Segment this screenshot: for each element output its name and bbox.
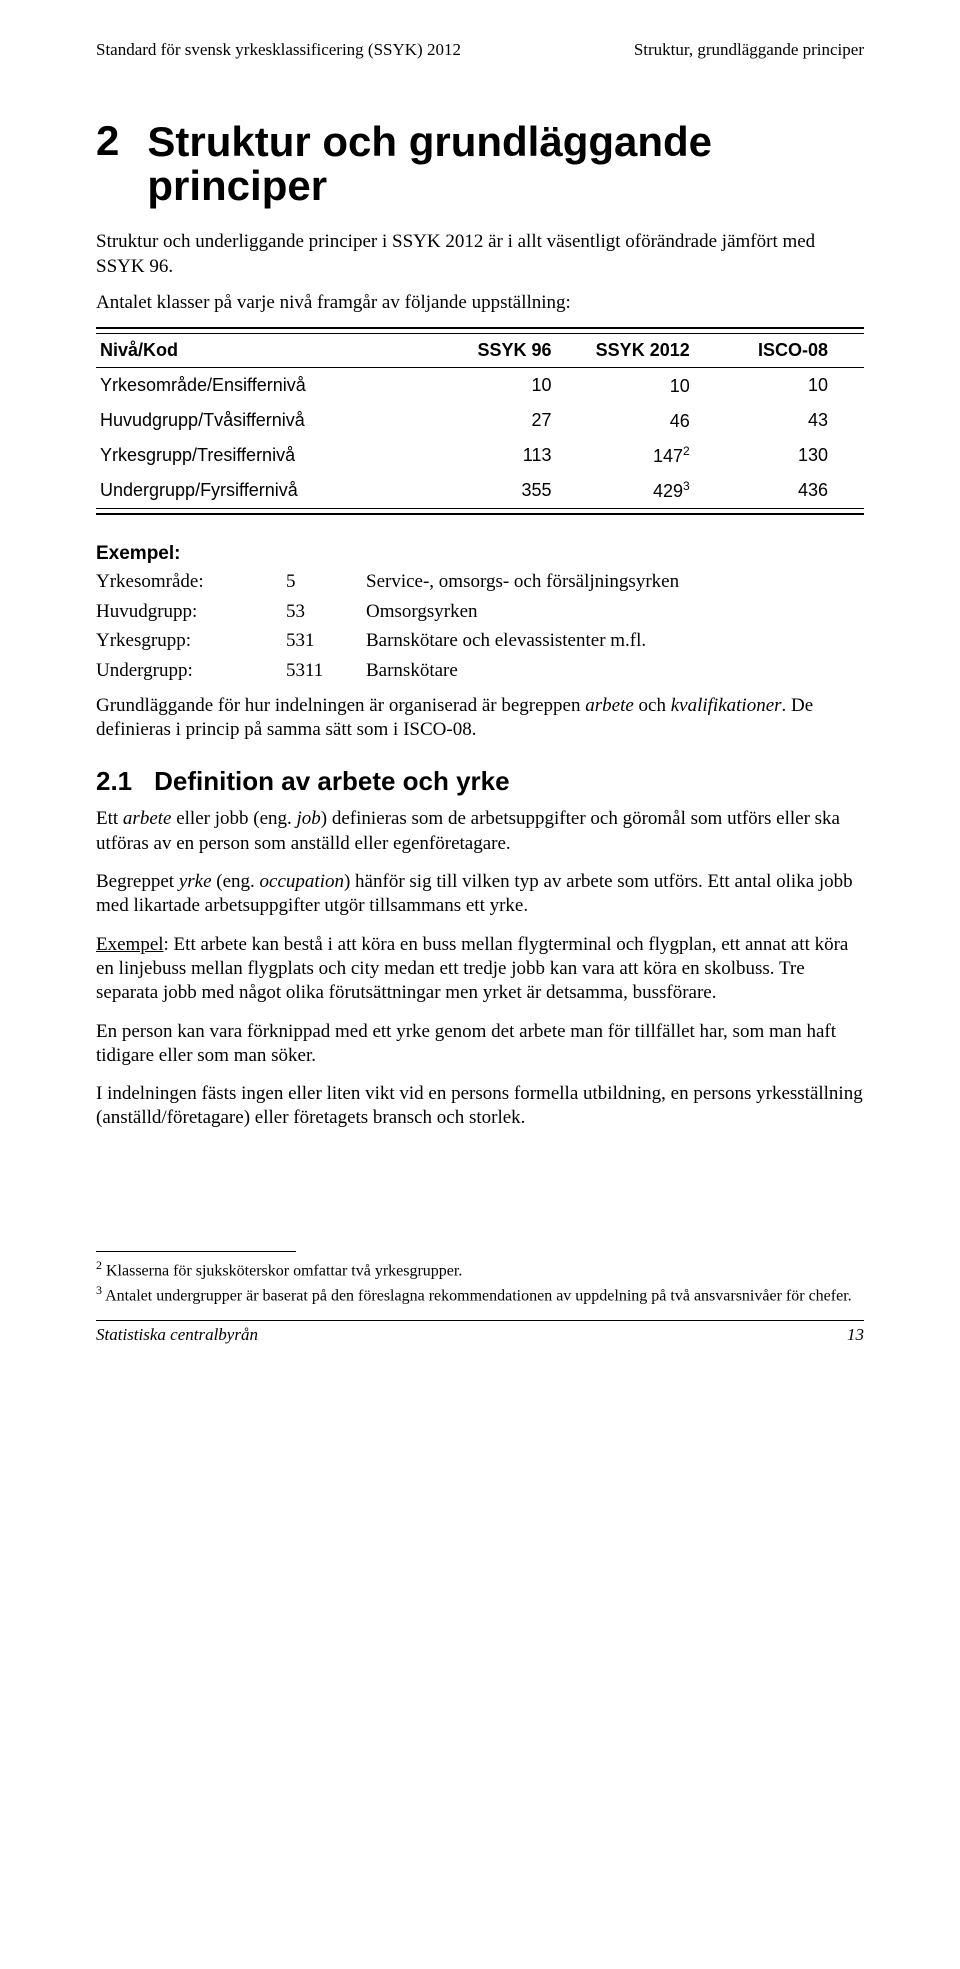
footnote-3: 3 Antalet undergrupper är baserat på den… — [96, 1283, 864, 1306]
footer-page-number: 13 — [847, 1325, 864, 1345]
footnote-2: 2 Klasserna för sjuksköterskor omfattar … — [96, 1258, 864, 1281]
example-key: Yrkesområde: — [96, 569, 286, 595]
running-header-left: Standard för svensk yrkesklassificering … — [96, 40, 461, 60]
cell: 436 — [726, 473, 864, 508]
example-row: Undergrupp: 5311 Barnskötare — [96, 658, 864, 684]
footnote-marker: 3 — [96, 1283, 102, 1297]
cell: 10 — [726, 368, 864, 404]
col-header-nivakod: Nivå/Kod — [96, 334, 449, 368]
italic-term: occupation — [260, 871, 344, 892]
example-desc: Service-, omsorgs- och försäljningsyrken — [366, 569, 864, 595]
example-desc: Omsorgsyrken — [366, 599, 864, 625]
chapter-number: 2 — [96, 120, 119, 162]
example-row: Huvudgrupp: 53 Omsorgsyrken — [96, 599, 864, 625]
cell: 130 — [726, 438, 864, 473]
section-title: Definition av arbete och yrke — [154, 766, 509, 797]
chapter-title-line2: principer — [147, 162, 327, 209]
cell-value: 46 — [670, 411, 690, 431]
cell-value: 10 — [670, 376, 690, 396]
cell: 113 — [449, 438, 587, 473]
row-label: Undergrupp/Fyrsiffernivå — [96, 473, 449, 508]
running-header-right: Struktur, grundläggande principer — [634, 40, 864, 60]
footnote-text: Klasserna för sjuksköterskor omfattar tv… — [106, 1262, 462, 1279]
cell-sup: 2 — [683, 444, 690, 458]
footnote-text: Antalet undergrupper är baserat på den f… — [105, 1287, 852, 1304]
example-key: Yrkesgrupp: — [96, 628, 286, 654]
cell: 43 — [726, 403, 864, 438]
italic-kvalifikationer: kvalifikationer — [671, 695, 782, 716]
example-desc: Barnskötare och elevassistenter m.fl. — [366, 628, 864, 654]
intro-paragraph-1: Struktur och underliggande principer i S… — [96, 230, 864, 279]
cell: 46 — [588, 403, 726, 438]
cell: 10 — [449, 368, 587, 404]
body-paragraph-1: Ett arbete eller jobb (eng. job) definie… — [96, 807, 864, 856]
row-label: Yrkesgrupp/Tresiffernivå — [96, 438, 449, 473]
footnote-marker: 2 — [96, 1258, 102, 1272]
table-row: Yrkesgrupp/Tresiffernivå 113 1472 130 — [96, 438, 864, 473]
cell-sup: 3 — [683, 479, 690, 493]
example-label: Exempel: — [96, 543, 864, 565]
example-key: Undergrupp: — [96, 658, 286, 684]
example-code: 5 — [286, 569, 366, 595]
col-header-ssyk96: SSYK 96 — [449, 334, 587, 368]
section-heading: 2.1 Definition av arbete och yrke — [96, 766, 864, 797]
italic-arbete: arbete — [585, 695, 634, 716]
example-row: Yrkesområde: 5 Service-, omsorgs- och fö… — [96, 569, 864, 595]
chapter-heading: 2 Struktur och grundläggande principer — [96, 120, 864, 208]
footer-publisher: Statistiska centralbyrån — [96, 1325, 258, 1345]
body-paragraph-4: En person kan vara förknippad med ett yr… — [96, 1020, 864, 1069]
body-paragraph-3: Exempel: Ett arbete kan bestå i att köra… — [96, 933, 864, 1006]
example-block: Exempel: Yrkesområde: 5 Service-, omsorg… — [96, 543, 864, 684]
levels-table: Nivå/Kod SSYK 96 SSYK 2012 ISCO-08 Yrkes… — [96, 334, 864, 508]
row-label: Huvudgrupp/Tvåsiffernivå — [96, 403, 449, 438]
cell: 4293 — [588, 473, 726, 508]
chapter-title: Struktur och grundläggande principer — [147, 120, 712, 208]
cell: 27 — [449, 403, 587, 438]
example-code: 5311 — [286, 658, 366, 684]
running-header: Standard för svensk yrkesklassificering … — [96, 40, 864, 60]
levels-table-container: Nivå/Kod SSYK 96 SSYK 2012 ISCO-08 Yrkes… — [96, 327, 864, 515]
cell: 1472 — [588, 438, 726, 473]
table-bottom-rule — [96, 508, 864, 515]
intro-paragraph-2: Antalet klasser på varje nivå framgår av… — [96, 291, 864, 315]
cell: 10 — [588, 368, 726, 404]
example-row: Yrkesgrupp: 531 Barnskötare och elevassi… — [96, 628, 864, 654]
col-header-ssyk2012: SSYK 2012 — [588, 334, 726, 368]
cell-value: 429 — [653, 481, 683, 501]
chapter-title-line1: Struktur och grundläggande — [147, 118, 712, 165]
footnote-rule — [96, 1251, 296, 1252]
example-code: 53 — [286, 599, 366, 625]
after-example-paragraph: Grundläggande för hur indelningen är org… — [96, 694, 864, 743]
example-desc: Barnskötare — [366, 658, 864, 684]
example-key: Huvudgrupp: — [96, 599, 286, 625]
cell-value: 147 — [653, 446, 683, 466]
italic-term: arbete — [123, 808, 172, 829]
example-code: 531 — [286, 628, 366, 654]
body-paragraph-2: Begreppet yrke (eng. occupation) hänför … — [96, 870, 864, 919]
table-row: Huvudgrupp/Tvåsiffernivå 27 46 43 — [96, 403, 864, 438]
cell: 355 — [449, 473, 587, 508]
body-paragraph-5: I indelningen fästs ingen eller liten vi… — [96, 1082, 864, 1131]
italic-term: job — [297, 808, 321, 829]
table-row: Yrkesområde/Ensiffernivå 10 10 10 — [96, 368, 864, 404]
page-footer: Statistiska centralbyrån 13 — [96, 1320, 864, 1345]
row-label: Yrkesområde/Ensiffernivå — [96, 368, 449, 404]
table-top-rule — [96, 327, 864, 334]
col-header-isco08: ISCO-08 — [726, 334, 864, 368]
italic-term: yrke — [179, 871, 212, 892]
table-row: Undergrupp/Fyrsiffernivå 355 4293 436 — [96, 473, 864, 508]
section-number: 2.1 — [96, 766, 132, 797]
table-header-row: Nivå/Kod SSYK 96 SSYK 2012 ISCO-08 — [96, 334, 864, 368]
underline-exempel: Exempel — [96, 934, 164, 955]
